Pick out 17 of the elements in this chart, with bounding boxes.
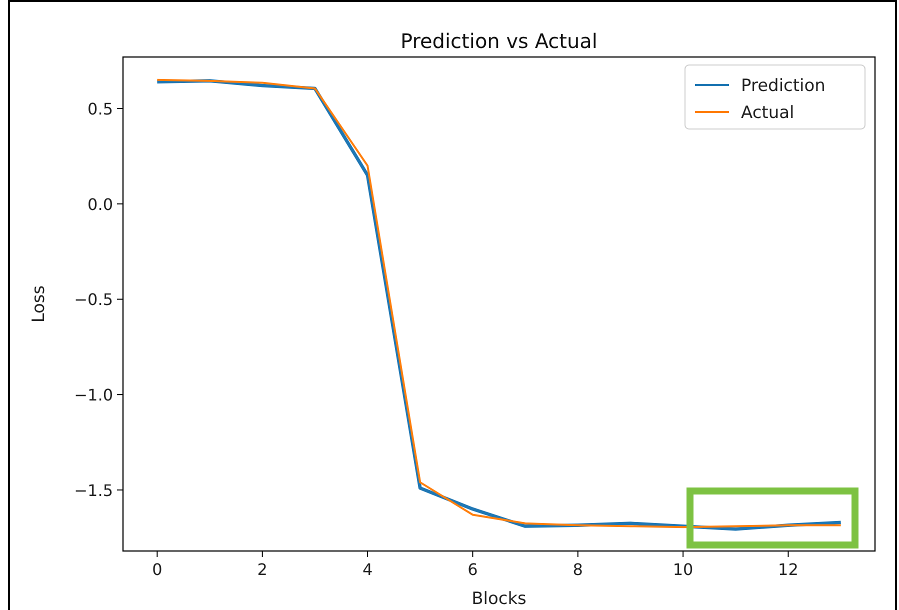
x-tick-label: 2	[257, 560, 268, 579]
x-tick-label: 6	[468, 560, 478, 579]
x-tick-label: 4	[362, 560, 373, 579]
y-tick-label: −0.5	[74, 290, 113, 310]
x-tick-label: 12	[778, 560, 798, 579]
x-axis-title: Blocks	[472, 589, 527, 609]
y-tick-label: −1.5	[74, 480, 113, 500]
x-tick-label: 0	[152, 560, 162, 579]
y-tick-label: −1.0	[74, 386, 113, 405]
y-tick-label: 0.0	[88, 194, 113, 214]
x-tick-label: 8	[572, 560, 583, 579]
x-tick-label: 10	[672, 560, 694, 579]
chart-title: Prediction vs Actual	[400, 29, 598, 53]
legend-label: Actual	[741, 103, 794, 123]
y-tick-label: 0.5	[88, 100, 113, 118]
y-axis-title: Loss	[29, 285, 49, 323]
legend-label: Prediction	[741, 76, 826, 96]
